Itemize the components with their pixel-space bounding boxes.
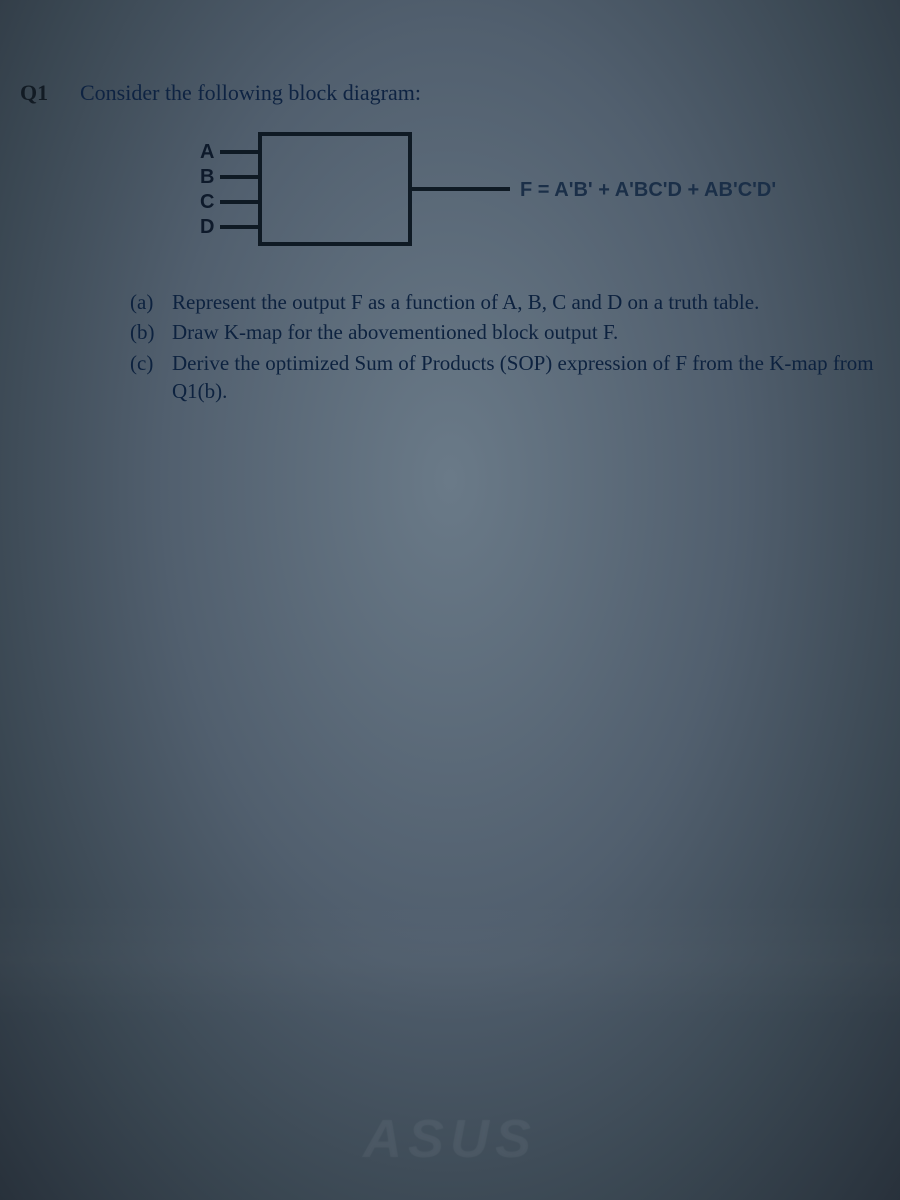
page-content: Q1 Consider the following block diagram:… <box>0 0 900 405</box>
input-label-b: B <box>200 166 214 188</box>
input-label-c: C <box>200 191 214 213</box>
subpart-c: (c) Derive the optimized Sum of Products… <box>130 349 880 406</box>
logic-block-box <box>260 134 410 244</box>
input-lines <box>220 152 260 227</box>
input-labels: A B C D <box>200 141 214 238</box>
question-row: Q1 Consider the following block diagram: <box>20 80 880 106</box>
subpart-text: Draw K-map for the abovementioned block … <box>172 318 880 346</box>
output-expression: F = A'B' + A'BC'D + AB'C'D' <box>520 179 776 201</box>
question-label: Q1 <box>20 80 54 106</box>
input-label-d: D <box>200 216 214 238</box>
subpart-marker: (c) <box>130 349 164 406</box>
block-diagram-svg: A B C D F = A'B' + A'BC'D + AB'C'D' <box>130 124 830 264</box>
subparts: (a) Represent the output F as a function… <box>130 288 880 405</box>
monitor-watermark: ASUS <box>363 1108 537 1170</box>
input-label-a: A <box>200 141 214 163</box>
subpart-b: (b) Draw K-map for the abovementioned bl… <box>130 318 880 346</box>
scan-band <box>0 900 900 1020</box>
question-prompt: Consider the following block diagram: <box>80 80 421 106</box>
subpart-text: Represent the output F as a function of … <box>172 288 880 316</box>
subpart-text: Derive the optimized Sum of Products (SO… <box>172 349 880 406</box>
subpart-marker: (b) <box>130 318 164 346</box>
subpart-a: (a) Represent the output F as a function… <box>130 288 880 316</box>
subpart-marker: (a) <box>130 288 164 316</box>
block-diagram: A B C D F = A'B' + A'BC'D + AB'C'D' <box>130 124 830 264</box>
